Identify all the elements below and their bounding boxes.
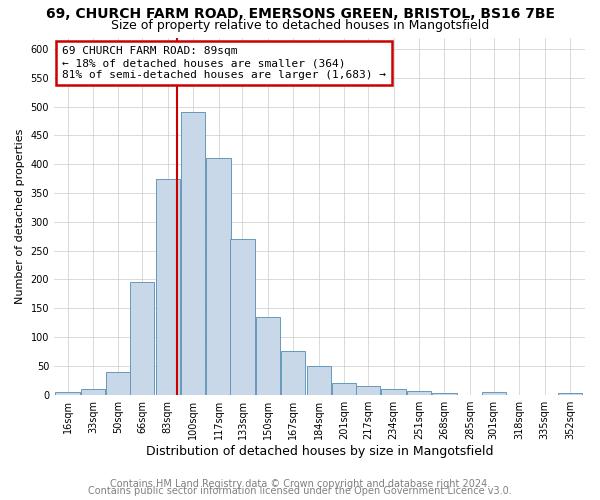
Bar (432, 393, 457, 394)
Bar (558, 393, 582, 394)
Bar (130, 282, 154, 395)
Bar (332, 383, 356, 394)
Bar (281, 352, 305, 395)
Text: Size of property relative to detached houses in Mangotsfield: Size of property relative to detached ho… (111, 18, 489, 32)
Bar (155, 178, 180, 394)
Text: 69 CHURCH FARM ROAD: 89sqm
← 18% of detached houses are smaller (364)
81% of sem: 69 CHURCH FARM ROAD: 89sqm ← 18% of deta… (62, 46, 386, 80)
Text: Contains public sector information licensed under the Open Government Licence v3: Contains public sector information licen… (88, 486, 512, 496)
Text: Contains HM Land Registry data © Crown copyright and database right 2024.: Contains HM Land Registry data © Crown c… (110, 479, 490, 489)
Bar (206, 158, 230, 394)
Bar (230, 239, 254, 394)
Bar (482, 392, 506, 394)
Bar (55, 392, 80, 394)
Text: 69, CHURCH FARM ROAD, EMERSONS GREEN, BRISTOL, BS16 7BE: 69, CHURCH FARM ROAD, EMERSONS GREEN, BR… (46, 8, 554, 22)
Y-axis label: Number of detached properties: Number of detached properties (15, 128, 25, 304)
Bar (382, 389, 406, 394)
Bar (181, 112, 205, 394)
Bar (106, 372, 130, 394)
Bar (356, 386, 380, 394)
Bar (307, 366, 331, 394)
X-axis label: Distribution of detached houses by size in Mangotsfield: Distribution of detached houses by size … (146, 444, 493, 458)
Bar (256, 317, 280, 394)
Bar (81, 389, 105, 394)
Bar (407, 390, 431, 394)
